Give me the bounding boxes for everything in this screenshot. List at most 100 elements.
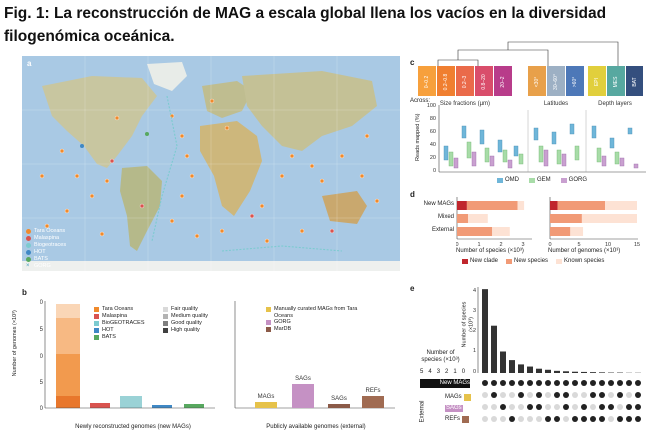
matrix-dot	[599, 380, 605, 386]
xtick: 10	[605, 242, 611, 247]
matrix-dot	[536, 404, 542, 410]
gorg-transects	[151, 95, 343, 252]
legend-item: High quality	[163, 327, 208, 334]
ytick: 10	[40, 354, 44, 360]
bar-label: MAGs	[258, 394, 275, 400]
intersection-bar	[572, 371, 578, 373]
matrix-dot	[554, 416, 560, 422]
lat-box-2	[547, 66, 565, 96]
xtick: 5	[577, 242, 580, 247]
matrix-dot	[482, 416, 488, 422]
continent-greenland	[147, 62, 187, 91]
panel-b-legend-external: Manually curated MAGs from Tara Oceans G…	[266, 306, 396, 333]
matrix-dot	[527, 392, 533, 398]
malaspina-points	[109, 158, 335, 234]
group-label: Size fractions (µm)	[440, 101, 490, 107]
legend-label: OMD	[505, 177, 519, 183]
xtick: 0	[456, 242, 459, 247]
legend-item: MarDB	[266, 326, 396, 333]
legend-label: Tara Oceans	[34, 228, 66, 235]
legend-item: × GORG	[26, 263, 66, 270]
swatch	[556, 259, 563, 264]
swatch	[163, 321, 168, 326]
bar-tara-medium	[56, 318, 80, 354]
xtick: 0	[548, 242, 551, 247]
matrix-dot	[626, 404, 632, 410]
legend-label: Malaspina	[102, 313, 128, 320]
legend-item: Malaspina	[26, 235, 66, 242]
continent-antarctica	[22, 261, 400, 271]
sf-label: 20–2	[500, 76, 506, 87]
group-label: Latitudes	[544, 101, 568, 107]
legend-label: Biogeotraces	[34, 242, 67, 249]
matrix-dot	[527, 380, 533, 386]
row-label: REFs	[445, 416, 460, 422]
intersection-bar	[509, 360, 515, 373]
bar-species-2	[492, 227, 510, 236]
panel-b-label: b	[22, 288, 27, 297]
sf-box-1	[418, 66, 436, 96]
bar-refs	[362, 396, 384, 408]
panel-e-dot-matrix	[482, 380, 641, 422]
matrix-dot	[608, 404, 614, 410]
xtick: 4	[428, 369, 432, 375]
legend-label: BATS	[102, 334, 116, 341]
ytick: 0	[433, 168, 436, 174]
matrix-dot	[581, 416, 587, 422]
matrix-dot	[572, 404, 578, 410]
matrix-dot	[635, 380, 641, 386]
legend-label: BATS	[34, 256, 48, 263]
legend-label: GORG	[34, 263, 51, 270]
legend-label: GORG	[274, 319, 291, 326]
swatch	[163, 307, 168, 312]
bar-genomes-1	[550, 214, 582, 223]
intersection-bar	[527, 366, 533, 373]
ytick: 80	[430, 116, 436, 122]
lat-label: >60°	[572, 77, 578, 87]
legend-item: Fair quality	[163, 306, 208, 313]
ytick: 60	[430, 129, 436, 135]
lat-box-1	[528, 66, 546, 96]
matrix-dot	[554, 404, 560, 410]
legend-label: Malaspina	[34, 235, 60, 242]
matrix-dot	[509, 404, 515, 410]
matrix-dot	[617, 380, 623, 386]
intersection-bar	[554, 370, 560, 373]
legend-label: New clade	[470, 258, 499, 264]
matrix-dot	[527, 404, 533, 410]
panel-c-header: 0–0.2 0.2–0.8 0.2–3 0.8–20 20–2 <30° 30–…	[418, 41, 643, 107]
row-label-new-mags: New MAGs	[439, 380, 470, 386]
continent-europe	[202, 81, 252, 118]
legend-item: HOT	[26, 249, 66, 256]
dot-icon	[26, 229, 31, 234]
bar-biogeotraces	[120, 396, 142, 408]
depth-box-2	[607, 66, 625, 96]
swatch	[462, 416, 469, 423]
matrix-dot	[491, 380, 497, 386]
new-mags-bar	[420, 379, 470, 388]
bar-genomes-2	[605, 201, 637, 210]
panel-c-label: c	[410, 58, 415, 67]
world-map	[22, 56, 400, 271]
matrix-dot	[482, 392, 488, 398]
legend-item: BioGEOTRACES	[94, 320, 144, 327]
swatch	[94, 314, 99, 319]
xtick: 5	[420, 369, 424, 375]
panel-c-ylabel: Reads mapped (%)	[414, 113, 421, 161]
sf-label: 0.2–3	[462, 76, 468, 89]
depth-label: BAT	[632, 77, 638, 86]
matrix-dot	[590, 392, 596, 398]
intersection-bar	[518, 364, 524, 373]
matrix-dot	[500, 404, 506, 410]
bar-sags-gorg	[292, 384, 314, 408]
ytick: 0	[40, 406, 44, 412]
matrix-dot	[563, 416, 569, 422]
matrix-dot	[626, 392, 632, 398]
matrix-dot	[500, 392, 506, 398]
row: MAGs	[445, 392, 471, 403]
sf-box-5	[494, 66, 512, 96]
row-label: New MAGs	[423, 201, 454, 207]
ytick: 5	[40, 380, 44, 386]
matrix-dot	[545, 404, 551, 410]
xtick: 3	[521, 242, 524, 247]
